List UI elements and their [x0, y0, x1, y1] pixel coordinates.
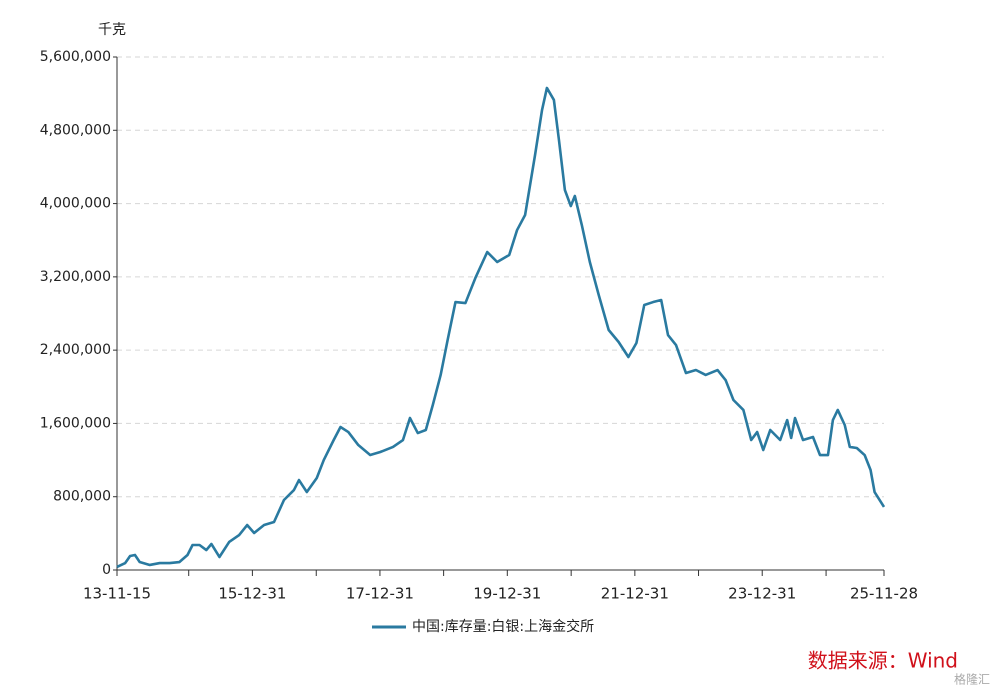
y-tick-label: 5,600,000 [40, 49, 111, 65]
y-tick-label: 3,200,000 [40, 269, 111, 285]
y-tick-label: 4,000,000 [40, 196, 111, 212]
x-tick-label: 25-11-28 [850, 585, 918, 603]
x-tick-label: 17-12-31 [346, 585, 414, 603]
legend-label: 中国:库存量:白银:上海金交所 [412, 618, 594, 635]
y-tick-label: 1,600,000 [40, 415, 111, 431]
x-tick-label: 21-12-31 [601, 585, 669, 603]
y-tick-label: 800,000 [53, 489, 111, 505]
watermark: 格隆汇 [954, 672, 990, 687]
y-tick-label: 4,800,000 [40, 122, 111, 138]
x-tick-label: 13-11-15 [83, 585, 151, 603]
y-axis-unit: 千克 [98, 22, 126, 38]
x-tick-label: 23-12-31 [728, 585, 796, 603]
y-tick-label: 2,400,000 [40, 342, 111, 358]
data-line [116, 86, 886, 569]
x-tick-label: 15-12-31 [218, 585, 286, 603]
source-note: 数据来源：Wind [808, 649, 958, 673]
y-tick-label: 0 [102, 562, 111, 578]
x-tick-label: 19-12-31 [473, 585, 541, 603]
